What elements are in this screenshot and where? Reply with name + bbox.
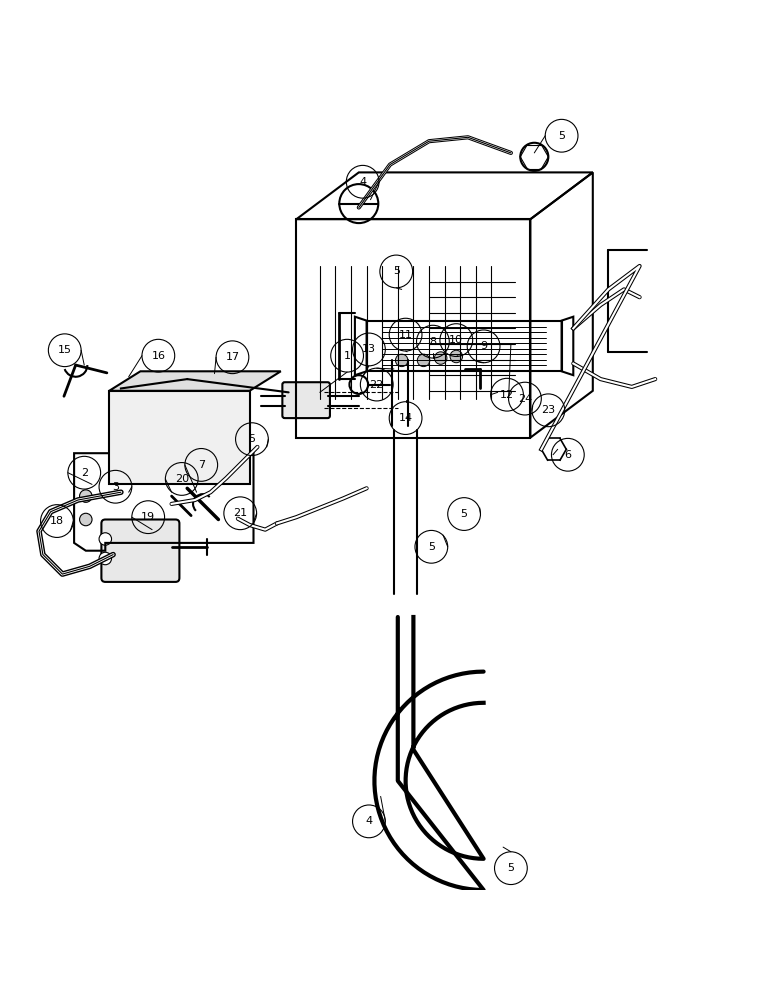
FancyBboxPatch shape	[282, 382, 330, 418]
Text: 1: 1	[344, 351, 350, 361]
Text: 23: 23	[541, 405, 555, 415]
Text: 14: 14	[399, 413, 413, 423]
Text: 9: 9	[480, 341, 488, 351]
Text: 4: 4	[359, 177, 367, 187]
Polygon shape	[109, 371, 281, 391]
FancyBboxPatch shape	[101, 519, 179, 582]
Text: 10: 10	[449, 335, 463, 345]
Circle shape	[450, 350, 463, 363]
Text: 22: 22	[370, 380, 384, 390]
Text: 5: 5	[393, 266, 399, 276]
Circle shape	[80, 490, 92, 502]
Text: 5: 5	[508, 863, 514, 873]
Circle shape	[80, 513, 92, 526]
Text: 17: 17	[225, 352, 239, 362]
Circle shape	[99, 552, 112, 565]
Text: 16: 16	[151, 351, 165, 361]
Text: 5: 5	[249, 434, 255, 444]
Text: 2: 2	[80, 468, 88, 478]
Circle shape	[395, 354, 408, 367]
Text: 5: 5	[558, 131, 565, 141]
Circle shape	[520, 143, 548, 171]
Text: 12: 12	[500, 390, 514, 400]
Text: 6: 6	[565, 450, 571, 460]
Text: 15: 15	[58, 345, 72, 355]
Text: 4: 4	[365, 816, 373, 826]
Text: 20: 20	[175, 474, 189, 484]
Circle shape	[417, 354, 430, 367]
Polygon shape	[109, 391, 250, 484]
Text: 13: 13	[362, 344, 376, 354]
Text: 18: 18	[50, 516, 64, 526]
Circle shape	[99, 533, 112, 545]
Text: 19: 19	[141, 512, 155, 522]
Text: 24: 24	[518, 394, 532, 404]
Text: 8: 8	[429, 337, 437, 347]
Text: 21: 21	[233, 508, 247, 518]
Text: 5: 5	[428, 542, 434, 552]
Text: 11: 11	[399, 330, 413, 340]
Circle shape	[434, 352, 447, 364]
Text: 5: 5	[461, 509, 467, 519]
Text: 3: 3	[112, 482, 119, 492]
Text: 7: 7	[197, 460, 205, 470]
